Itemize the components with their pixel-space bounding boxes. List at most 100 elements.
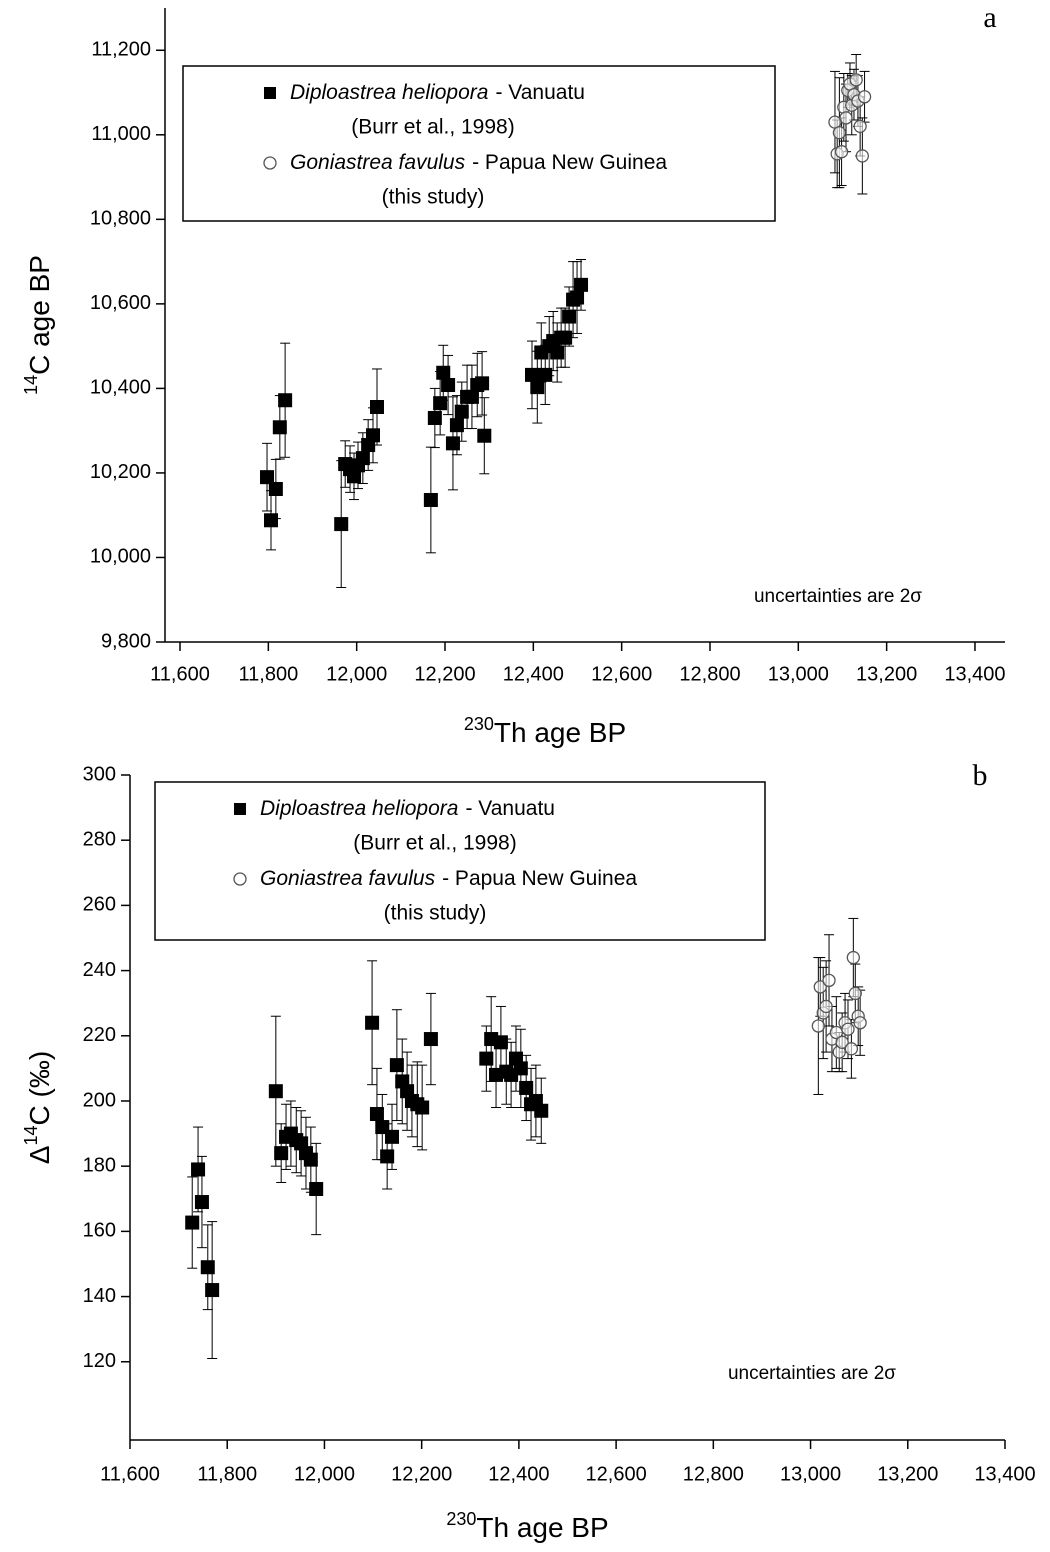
point <box>366 428 381 443</box>
point <box>844 1042 859 1056</box>
y-axis-title-part: C (‰) <box>24 1051 55 1126</box>
y-tick-label: 11,000 <box>91 123 151 145</box>
x-tick-label: 13,400 <box>944 663 1005 685</box>
legend-marker <box>263 156 277 170</box>
x-tick-label: 12,600 <box>591 663 652 685</box>
legend-region: - Papua New Guinea <box>442 867 637 890</box>
point <box>558 330 573 345</box>
legend-source: (this study) <box>384 902 487 925</box>
y-tick-label: 180 <box>83 1154 116 1176</box>
point <box>475 376 490 391</box>
legend-label: Goniastrea favulus - Papua New Guinea <box>290 151 667 174</box>
x-tick-label: 12,800 <box>683 1463 744 1485</box>
point <box>380 1149 395 1164</box>
x-tick-label: 13,000 <box>768 663 829 685</box>
point <box>260 470 275 485</box>
y-tick-label: 10,200 <box>90 461 151 483</box>
point <box>194 1195 209 1210</box>
point <box>415 1100 430 1115</box>
legend-region: - Papua New Guinea <box>472 151 667 174</box>
point <box>441 378 456 393</box>
point <box>423 492 438 507</box>
x-tick-label: 13,200 <box>877 1463 938 1485</box>
legend-source: (Burr et al., 1998) <box>353 832 516 855</box>
point <box>574 277 589 292</box>
point <box>479 1051 494 1066</box>
legend-species: Goniastrea favulus <box>290 151 466 174</box>
x-tick-label: 12,000 <box>326 663 387 685</box>
x-axis-title-part: 230 <box>464 714 494 734</box>
point <box>274 1146 289 1161</box>
point <box>819 999 833 1014</box>
y-axis-title-part: Δ <box>24 1145 55 1164</box>
point <box>841 1022 855 1036</box>
y-tick-label: 260 <box>83 894 116 916</box>
legend-marker <box>234 803 246 815</box>
panel: 11,600 11,800 12,000 12,200 12,400 12,600 12,8… <box>21 759 1036 1544</box>
point <box>347 469 362 484</box>
x-tick-label: 12,400 <box>488 1463 549 1485</box>
point <box>365 1015 380 1030</box>
point <box>493 1035 508 1050</box>
point <box>513 1061 528 1076</box>
point <box>427 410 442 425</box>
point <box>835 1035 849 1049</box>
series <box>828 53 872 195</box>
legend: Diploastrea heliopora - Vanuatu (Burr et a… <box>182 65 776 222</box>
y-axis-title-part: C age BP <box>24 255 55 375</box>
y-tick-label: 120 <box>83 1350 116 1372</box>
point <box>855 149 870 163</box>
x-tick-label: 11,800 <box>239 663 299 685</box>
panel-label: b <box>973 759 988 792</box>
point <box>449 418 464 433</box>
x-tick-label: 13,200 <box>856 663 917 685</box>
point <box>369 1107 384 1122</box>
point <box>525 367 540 382</box>
point <box>272 420 287 435</box>
point <box>846 950 860 965</box>
legend-marker <box>264 87 276 99</box>
y-axis-title-part: 14 <box>21 375 41 395</box>
point <box>519 1080 534 1095</box>
point <box>570 290 585 305</box>
y-tick-label: 11,200 <box>91 39 151 61</box>
x-tick-label: 13,000 <box>780 1463 841 1485</box>
y-axis-title-part: 14 <box>21 1125 41 1145</box>
y-tick-label: 160 <box>83 1220 116 1242</box>
point <box>534 1103 549 1118</box>
legend: Diploastrea heliopora - Vanuatu (Burr et a… <box>154 781 766 941</box>
panel-label: a <box>983 1 996 34</box>
point <box>562 309 577 324</box>
point <box>205 1283 220 1298</box>
point <box>813 980 827 994</box>
point <box>530 380 545 395</box>
point <box>263 513 278 528</box>
x-axis-title: 230Th age BP <box>446 1509 608 1544</box>
y-tick-label: 140 <box>83 1285 116 1307</box>
x-tick-label: 12,600 <box>586 1463 647 1485</box>
point <box>369 399 384 414</box>
y-tick-label: 220 <box>83 1024 116 1046</box>
point <box>853 119 867 133</box>
legend-frame <box>154 781 766 941</box>
point <box>433 396 448 411</box>
point <box>278 393 293 408</box>
x-axis-title: 230Th age BP <box>464 714 626 749</box>
point <box>454 404 469 419</box>
point <box>848 986 862 1001</box>
legend-source: (this study) <box>382 186 485 209</box>
series <box>811 917 867 1095</box>
y-tick-label: 300 <box>83 763 116 785</box>
y-tick-label: 10,600 <box>90 292 151 314</box>
y-tick-label: 10,800 <box>90 208 151 230</box>
point <box>200 1260 215 1275</box>
legend-species: Goniastrea favulus <box>260 867 436 890</box>
point <box>822 973 836 988</box>
point <box>811 1019 825 1033</box>
series <box>185 960 549 1360</box>
point <box>334 517 349 532</box>
x-tick-label: 12,200 <box>414 663 475 685</box>
series <box>260 258 589 588</box>
legend-label: Diploastrea heliopora - Vanuatu <box>290 81 585 104</box>
